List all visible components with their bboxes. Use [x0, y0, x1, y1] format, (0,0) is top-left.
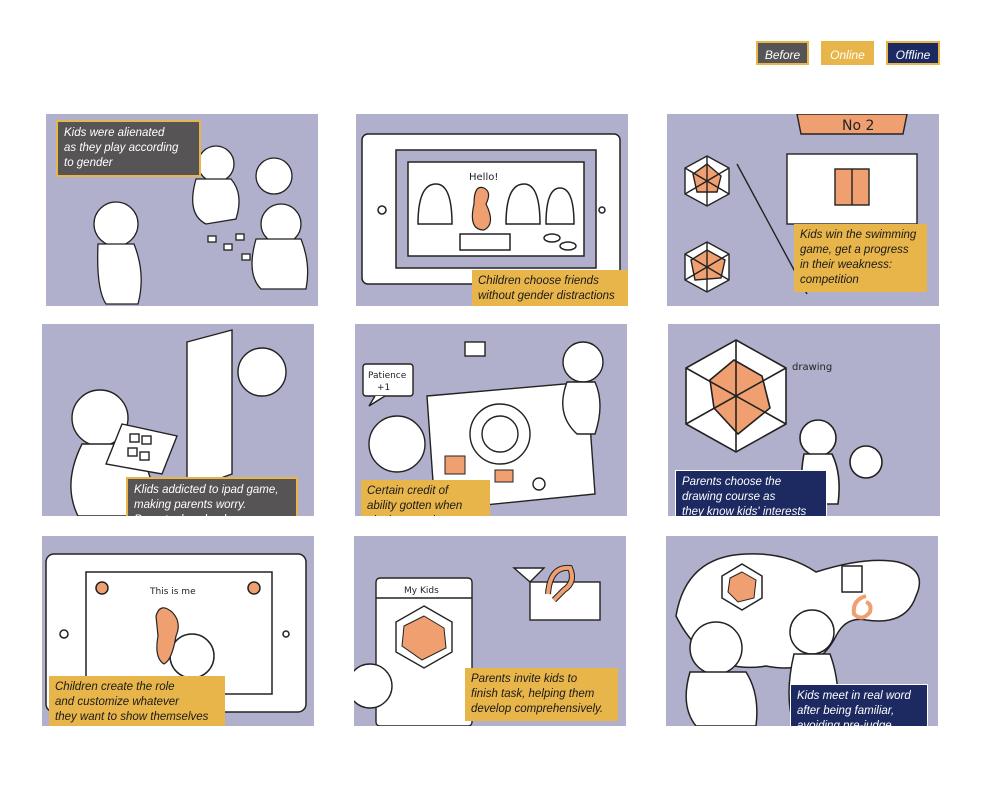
legend-before: Before [756, 41, 809, 65]
panel-6-caption: Parents choose the drawing course as the… [675, 470, 827, 516]
panel-3-sketch-text: No 2 [842, 118, 874, 134]
panel-5-sketch-text: Patience [368, 371, 407, 381]
panel-3-caption: Kids win the swimming game, get a progre… [794, 224, 927, 292]
legend-offline: Offline [886, 41, 940, 65]
storyboard-panel-7: This is me Children create the role and … [42, 536, 314, 726]
storyboard-panel-9: Kids meet in real word after being famil… [666, 536, 938, 726]
panel-6-sketch-text: drawing [792, 362, 832, 373]
storyboard-panel-1: Kids were alienated as they play accordi… [46, 114, 318, 306]
panel-1-caption: Kids were alienated as they play accordi… [56, 120, 201, 177]
panel-7-caption: Children create the role and customize w… [49, 676, 225, 726]
panel-9-sketch [675, 553, 921, 726]
storyboard-panel-4: Klids addicted to ipad game, making pare… [42, 324, 314, 516]
panel-9-caption: Kids meet in real word after being famil… [790, 684, 928, 726]
legend-online: Online [821, 41, 874, 65]
panel-2-sketch: Hello! [361, 133, 621, 285]
panel-8-caption: Parents invite kids to finish task, help… [465, 668, 618, 721]
svg-text:+1: +1 [377, 383, 390, 393]
storyboard-panel-5: Patience +1 Certain credit of ability go… [355, 324, 627, 516]
panel-6-sketch: drawing [685, 339, 883, 505]
panel-8-sketch: My Kids [354, 564, 601, 726]
storyboard-panel-2: Hello! Children choose friends without g… [356, 114, 628, 306]
panel-4-caption: Klids addicted to ipad game, making pare… [126, 477, 298, 516]
panel-5-sketch: Patience +1 [362, 341, 604, 511]
panel-2-caption: Children choose friends without gender d… [472, 270, 628, 306]
panel-1-sketch [93, 145, 309, 305]
storyboard-panel-3: No 2 Kids win the swimming game, get a p… [667, 114, 939, 306]
panel-5-caption: Certain credit of ability gotten when pl… [361, 480, 490, 516]
storyboard-panel-6: drawing Parents choose the drawing cours… [668, 324, 940, 516]
storyboard-panel-8: My Kids Parents invite kids to finish ta… [354, 536, 626, 726]
panel-2-sketch-text: Hello! [469, 172, 498, 183]
panel-7-sketch: This is me [45, 553, 307, 713]
panel-7-sketch-text: This is me [149, 587, 196, 597]
panel-3-sketch: No 2 [684, 114, 918, 295]
panel-8-sketch-text: My Kids [404, 586, 439, 596]
